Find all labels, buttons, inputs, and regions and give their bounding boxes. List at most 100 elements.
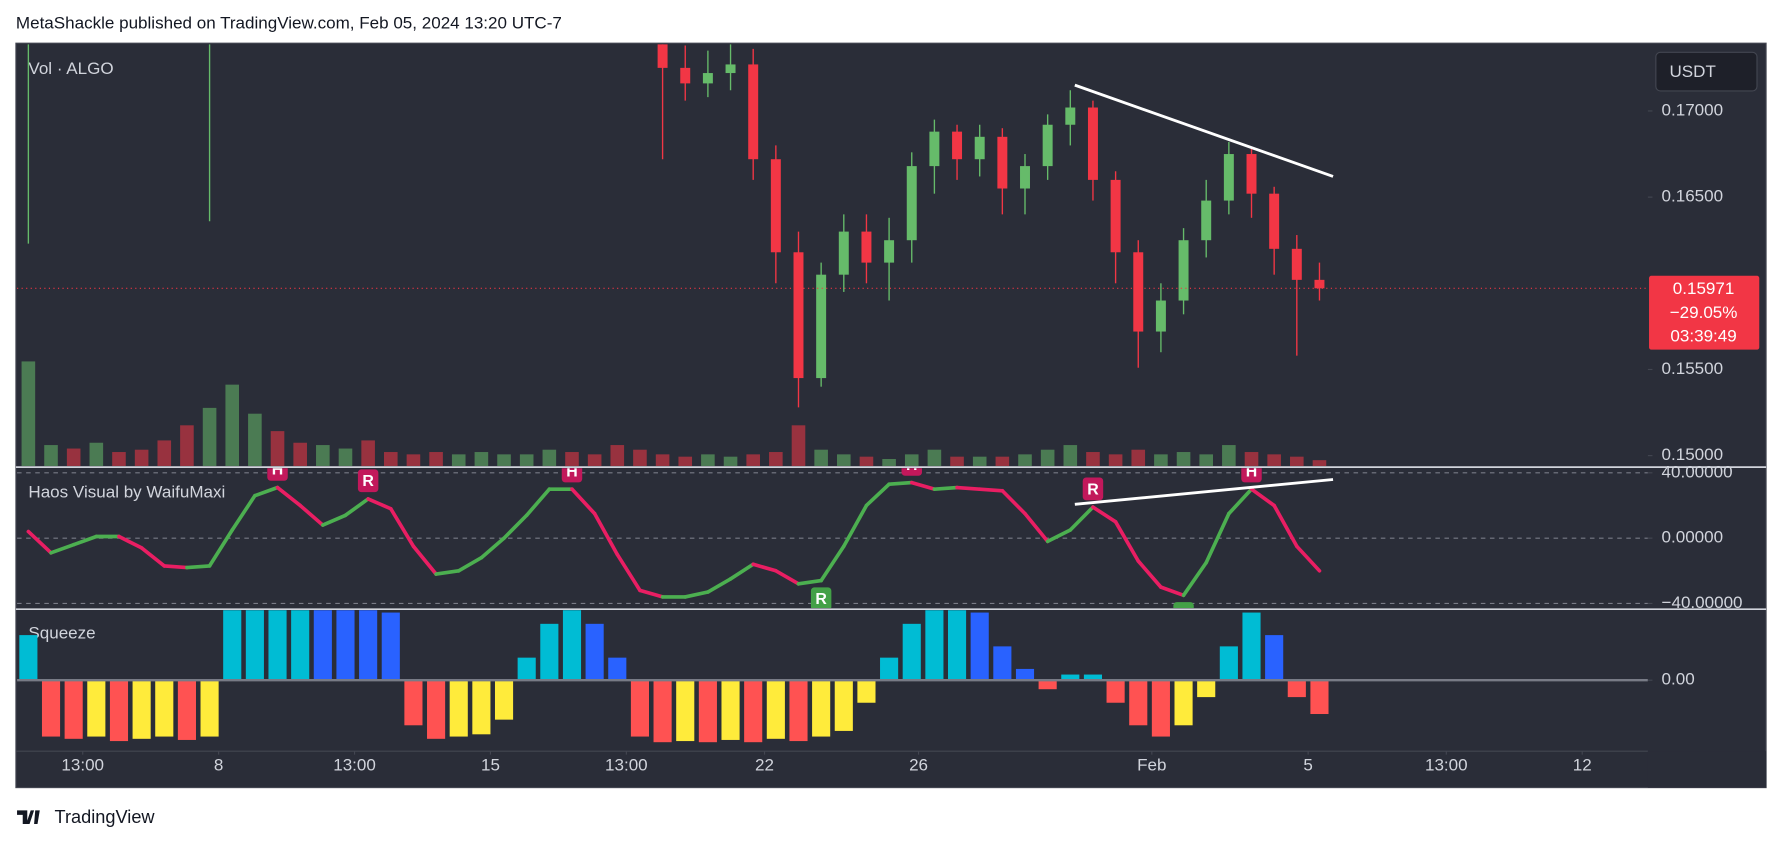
histogram-bar <box>41 680 61 737</box>
signal-marker <box>1241 468 1262 483</box>
volume-bar <box>904 454 919 466</box>
trendline <box>1074 83 1334 178</box>
oscillator-line <box>1023 511 1050 544</box>
oscillator-line <box>1249 487 1276 508</box>
x-tick-label: 13:00 <box>333 756 376 775</box>
oscillator-line <box>1045 528 1073 544</box>
currency-label[interactable]: USDT <box>1669 62 1716 81</box>
footer-brand: TradingView <box>55 807 156 827</box>
oscillator-line <box>26 529 53 555</box>
volume-bar <box>44 445 58 466</box>
histogram-bar <box>404 680 423 726</box>
x-tick-label: 8 <box>214 756 223 775</box>
oscillator-line <box>139 546 167 568</box>
volume-bar <box>814 449 828 466</box>
histogram-bar <box>291 610 310 681</box>
y-tick-label: −40.00000 <box>1662 593 1743 612</box>
volume-bar <box>1244 452 1259 466</box>
oscillator-line <box>185 564 212 570</box>
oscillator-line <box>932 485 959 491</box>
volume-bar <box>655 454 670 466</box>
volume-bar <box>202 407 217 466</box>
last-price-label: 0.15971 <box>1673 279 1735 298</box>
histogram-bar <box>1287 680 1306 698</box>
histogram-bar <box>1242 612 1261 681</box>
volume-bar <box>180 425 194 466</box>
volume-bar <box>972 456 987 466</box>
volume-bar <box>451 454 466 466</box>
signal-marker <box>1173 602 1194 609</box>
oscillator-line <box>253 485 280 498</box>
x-tick-label: 15 <box>481 756 500 775</box>
oscillator-line <box>366 497 393 511</box>
oscillator-line <box>1000 488 1027 516</box>
oscillator-line <box>864 482 891 508</box>
oscillator-line <box>1227 487 1254 516</box>
volume-bar <box>519 454 534 466</box>
volume-bar <box>746 454 760 466</box>
oscillator-line <box>388 506 416 549</box>
histogram-bar <box>245 610 264 681</box>
oscillator-line <box>955 485 982 491</box>
histogram-bar <box>449 680 468 737</box>
histogram-bar <box>1015 668 1035 681</box>
volume-bar <box>406 454 421 466</box>
oscillator-line <box>162 564 189 570</box>
signal-marker <box>1082 477 1104 501</box>
histogram-bar <box>562 610 582 681</box>
histogram-bar <box>381 612 400 681</box>
histogram-bar <box>336 610 355 681</box>
oscillator-line <box>977 487 1005 493</box>
volume-bar <box>338 448 353 466</box>
x-tick-label: 13:00 <box>1425 756 1468 775</box>
y-tick-label: 0.16500 <box>1662 187 1724 206</box>
histogram-bar <box>789 680 808 742</box>
signal-marker-label: H <box>272 462 284 479</box>
oscillator-pane: H R H R H R H H <box>17 462 1648 609</box>
histogram-bar <box>1083 674 1103 681</box>
volume-bar <box>66 448 81 466</box>
volume-bar <box>610 445 625 466</box>
currency-button[interactable] <box>1655 51 1758 92</box>
candle-body <box>974 136 985 160</box>
candle-body <box>861 231 872 263</box>
volume-bar <box>723 456 738 466</box>
histogram-bar <box>200 680 219 737</box>
volume-bar <box>21 361 36 466</box>
volume-bar <box>950 456 964 466</box>
footer-logo: TradingView <box>17 807 155 827</box>
histogram-bar <box>517 657 536 681</box>
oscillator-line <box>343 497 370 518</box>
signal-marker-label: R <box>815 591 827 608</box>
x-tick-label: 22 <box>755 756 774 775</box>
candle-body <box>952 131 963 160</box>
oscillator-line <box>1159 585 1186 598</box>
oscillator-line <box>841 503 869 549</box>
histogram-bar <box>223 610 242 681</box>
candle-body <box>680 67 691 84</box>
oscillator-line <box>706 577 733 594</box>
volume-bar <box>1108 454 1123 466</box>
oscillator-line <box>434 568 461 576</box>
oscillator-line <box>411 544 438 576</box>
candle-body <box>1314 279 1325 289</box>
price-change-label: −29.05% <box>1670 303 1738 322</box>
volume-bar <box>1222 445 1236 466</box>
histogram-bar <box>19 635 38 681</box>
volume-bar <box>1018 454 1032 466</box>
axes: 13:00 8 13:00 15 13:00 22 26 Feb 5 13:00 12 0.15971… <box>61 100 1760 775</box>
volume-bar <box>587 454 602 466</box>
volume-bar <box>633 449 647 466</box>
y-tick-label: 0.00000 <box>1662 528 1724 547</box>
histogram-bar <box>902 623 921 681</box>
volume-bar <box>383 452 398 466</box>
candle-body <box>725 64 736 74</box>
oscillator-line <box>71 534 99 547</box>
histogram-bar <box>1219 646 1238 681</box>
candle-body <box>793 252 804 379</box>
oscillator-line <box>796 578 823 586</box>
pane-title: Squeeze <box>28 624 95 643</box>
volume-bar <box>361 440 375 466</box>
oscillator-line <box>479 536 506 560</box>
